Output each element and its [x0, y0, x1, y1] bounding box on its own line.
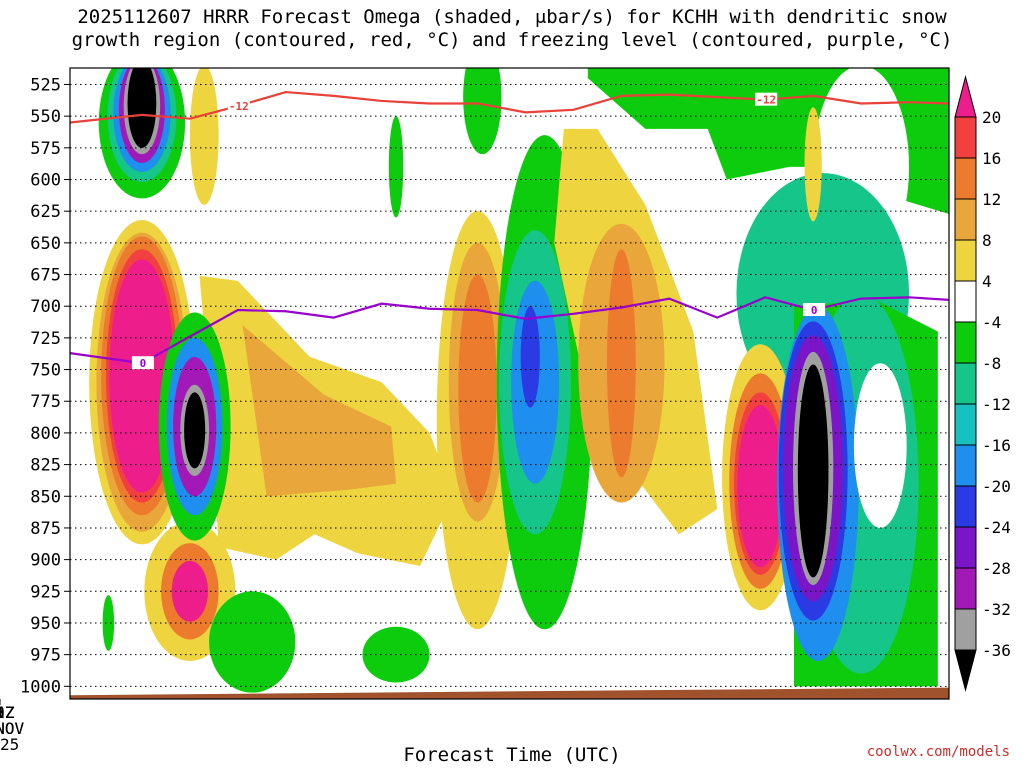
x-tick-label: 09Z — [0, 703, 15, 722]
colorbar-bin — [954, 526, 977, 569]
colorbar-bin — [954, 608, 977, 651]
colorbar-label: 20 — [982, 108, 1001, 127]
contour-label: -12 — [756, 94, 776, 107]
black-09z — [184, 392, 206, 469]
colorbar-label: -12 — [982, 395, 1011, 414]
colorbar-bin — [954, 567, 977, 610]
pink-21z — [737, 405, 784, 568]
colorbar-label: -20 — [982, 477, 1011, 496]
orange-15z — [458, 274, 497, 503]
colorbar-bin — [954, 403, 977, 446]
colorbar-bin — [954, 444, 977, 487]
chart-title-line1: 2025112607 HRRR Forecast Omega (shaded, … — [77, 6, 947, 28]
x-tick-label: 00Z — [0, 703, 15, 722]
colorbar-label: -28 — [982, 559, 1011, 578]
x-axis-title: Forecast Time (UTC) — [403, 744, 621, 766]
x-tick-label: 26NOV — [0, 719, 24, 738]
deep-blue-16z — [520, 306, 540, 408]
x-tick-label: 27NOV — [0, 719, 24, 738]
yellow-blob-22z — [804, 107, 822, 222]
x-tick-label: 21Z — [0, 703, 15, 722]
colorbar-bin — [954, 116, 977, 159]
y-tick-label: 1000 — [20, 677, 61, 697]
y-tick-label: 575 — [30, 139, 61, 159]
contour-label: 0 — [811, 304, 818, 317]
y-tick-label: 925 — [30, 582, 61, 602]
colorbar-label: -24 — [982, 518, 1011, 537]
contour-label-bg — [131, 356, 154, 370]
y-axis-ticks: 525 550 575 600 625 650 675 700 725 750 775 800 825 8… — [20, 75, 70, 697]
colorbar-label: -8 — [982, 354, 1001, 373]
y-tick-label: 550 — [30, 107, 61, 127]
temperature-contours: -12 -12 0 0 — [70, 90, 949, 370]
x-tick-label: 12Z — [0, 703, 15, 722]
colorbar: 20 16 12 8 4 -4 -8 -12 -16 -20 -24 -28 -32 -36 — [954, 75, 1011, 692]
chart-title-line2: growth region (contoured, red, °C) and f… — [71, 29, 953, 51]
y-tick-label: 950 — [30, 614, 61, 634]
colorbar-bottom-triangle — [954, 649, 977, 692]
colorbar-label: -16 — [982, 436, 1011, 455]
y-tick-label: 800 — [30, 424, 61, 444]
contour-label-bg — [755, 92, 778, 106]
plot-area: -12 -12 0 0 — [70, 68, 949, 699]
contour-label: -12 — [229, 100, 249, 113]
site-watermark: coolwx.com/models — [866, 744, 1010, 760]
colorbar-label: 8 — [982, 231, 992, 250]
y-tick-label: 900 — [30, 551, 61, 571]
colorbar-label: -32 — [982, 600, 1011, 619]
y-tick-label: 625 — [30, 202, 61, 222]
omega-shaded-field — [89, 68, 949, 693]
y-tick-label: 975 — [30, 646, 61, 666]
contour-label-bg — [803, 303, 826, 317]
yellow-upper-sliver — [189, 68, 219, 205]
green-blob-07z — [102, 595, 115, 651]
y-tick-label: 700 — [30, 297, 61, 317]
black-22z — [797, 364, 829, 578]
x-tick-label: 18Z — [0, 703, 15, 722]
colorbar-bin — [954, 321, 977, 364]
x-axis-ticks: 09Z26NOV2025 12Z15Z18Z21Z00Z27NOV — [0, 699, 24, 754]
green-blob-15z-upper — [463, 68, 502, 155]
colorbar-bin — [954, 362, 977, 405]
contour-label: 0 — [140, 357, 147, 370]
orange-18z — [606, 249, 636, 478]
colorbar-bin — [954, 239, 977, 282]
pink-09z-low — [171, 560, 209, 622]
y-tick-label: 850 — [30, 487, 61, 507]
colorbar-label: 4 — [982, 272, 992, 291]
plot-frame — [69, 67, 950, 700]
black-upper-left — [127, 68, 157, 148]
colorbar-label: 12 — [982, 190, 1001, 209]
green-blob-10z — [209, 591, 296, 693]
white-22z — [853, 363, 907, 528]
y-tick-label: 750 — [30, 361, 61, 381]
colorbar-bin — [954, 485, 977, 528]
y-tick-label: 525 — [30, 75, 61, 95]
x-tick-label: 2025 — [0, 735, 19, 754]
colorbar-top-triangle — [954, 75, 977, 118]
colorbar-bin — [954, 157, 977, 200]
y-tick-label: 675 — [30, 266, 61, 286]
y-tick-label: 775 — [30, 392, 61, 412]
y-tick-label: 600 — [30, 171, 61, 191]
contour-label-bg — [227, 99, 250, 113]
colorbar-label: -4 — [982, 313, 1001, 332]
pink-left-column — [109, 259, 175, 493]
y-tick-label: 725 — [30, 329, 61, 349]
ground-surface — [70, 687, 949, 699]
green-blob-13z-upper — [388, 116, 404, 218]
colorbar-bin — [954, 280, 977, 323]
y-tick-label: 825 — [30, 456, 61, 476]
colorbar-label: 16 — [982, 149, 1001, 168]
colorbar-bin — [954, 198, 977, 241]
gold-region-mid — [242, 325, 397, 497]
y-tick-label: 875 — [30, 519, 61, 539]
colorbar-label: -36 — [982, 641, 1011, 660]
x-tick-label: 15Z — [0, 703, 15, 722]
y-tick-label: 650 — [30, 234, 61, 254]
